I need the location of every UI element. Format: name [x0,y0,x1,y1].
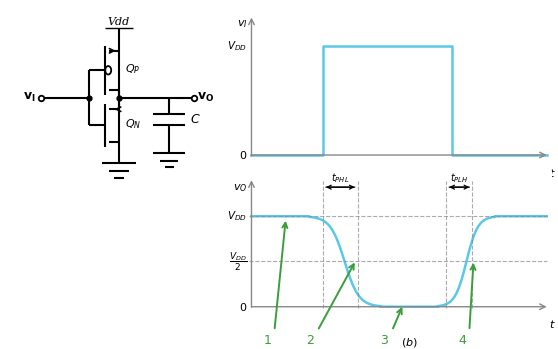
Text: $(a)$: $(a)$ [387,177,403,190]
Text: $V_{DD}$: $V_{DD}$ [227,39,247,53]
Text: $Q_N$: $Q_N$ [124,117,141,131]
Text: $1$: $1$ [263,334,272,347]
Text: Vdd: Vdd [108,17,130,27]
Text: $0$: $0$ [239,149,247,161]
Text: $t$: $t$ [549,318,556,330]
Text: $t_{PHL}$: $t_{PHL}$ [331,171,349,185]
Text: $t_{PLH}$: $t_{PLH}$ [450,171,469,185]
Text: $3$: $3$ [381,334,389,347]
Text: $2$: $2$ [306,334,315,347]
Text: $\dfrac{V_{DD}}{2}$: $\dfrac{V_{DD}}{2}$ [229,250,247,273]
Text: $v_O$: $v_O$ [233,182,247,194]
Text: $\mathbf{v_O}$: $\mathbf{v_O}$ [198,91,214,104]
Text: $0$: $0$ [239,301,247,313]
Text: $4$: $4$ [458,334,466,347]
Text: $t$: $t$ [549,167,556,179]
Text: $C$: $C$ [190,113,200,126]
Text: $Q_P$: $Q_P$ [124,62,140,75]
Text: $(b)$: $(b)$ [401,336,417,349]
Text: $v_I$: $v_I$ [237,18,247,30]
Text: $\mathbf{v_I}$: $\mathbf{v_I}$ [23,91,36,104]
Text: $V_{DD}$: $V_{DD}$ [227,209,247,223]
